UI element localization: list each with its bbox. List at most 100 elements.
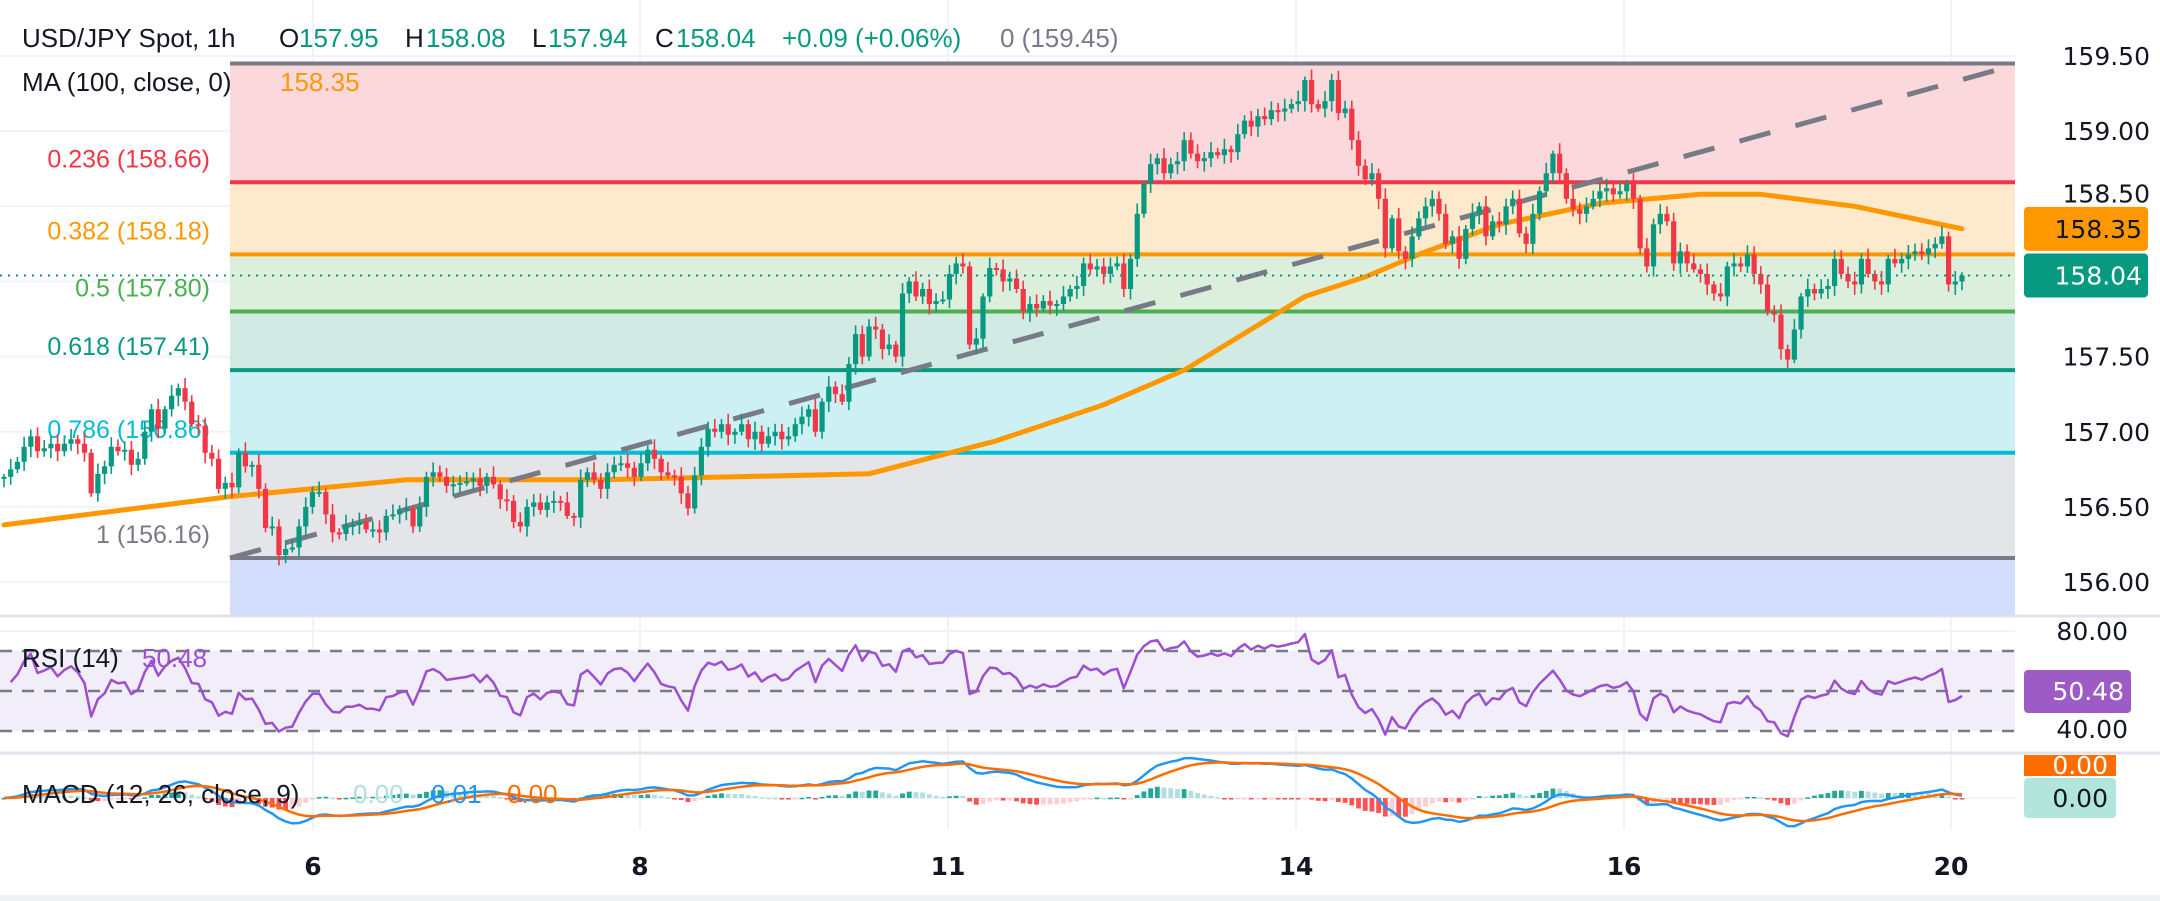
macd-histogram-bar <box>1939 793 1945 798</box>
macd-histogram-bar <box>631 795 637 798</box>
candle <box>450 475 456 497</box>
macd-histogram-bar <box>933 795 939 798</box>
macd-histogram-bar <box>1188 790 1194 798</box>
macd-histogram-bar <box>665 797 671 799</box>
macd-histogram-bar <box>745 795 751 798</box>
candle <box>1583 197 1590 223</box>
macd-histogram-bar <box>256 798 262 804</box>
candle-body <box>1034 303 1040 309</box>
candle <box>363 514 369 534</box>
candle-body <box>1718 293 1724 297</box>
candle <box>1295 90 1301 112</box>
candle-body <box>966 266 973 345</box>
macd-histogram-bar <box>1859 790 1864 798</box>
candle-body <box>182 388 188 402</box>
candle <box>1255 108 1261 137</box>
candle <box>1684 244 1690 272</box>
candle-body <box>410 508 416 527</box>
price-tick-label: 157.00 <box>2063 418 2150 447</box>
candle <box>376 520 383 543</box>
candle <box>1416 211 1422 240</box>
candle-body <box>511 500 517 522</box>
candle-body <box>638 463 644 477</box>
candle <box>571 512 577 527</box>
candle <box>524 499 530 537</box>
candle-body <box>1308 80 1315 105</box>
ma-legend-label[interactable]: MA (100, close, 0) <box>22 67 232 97</box>
candle <box>1302 76 1308 112</box>
candle <box>1778 304 1784 360</box>
candle <box>182 378 188 411</box>
candle-body <box>497 484 503 500</box>
candle-body <box>477 478 483 486</box>
candle <box>1342 100 1348 118</box>
macd-histogram-bar <box>1275 798 1281 800</box>
symbol-title[interactable]: USD/JPY Spot, 1h <box>22 23 235 53</box>
candle-body <box>8 469 14 477</box>
macd-histogram-bar <box>725 793 731 798</box>
candle-body <box>457 482 463 485</box>
candle <box>1369 163 1375 186</box>
macd-legend-label[interactable]: MACD (12, 26, close, 9) <box>22 779 299 809</box>
candle-body <box>1496 221 1502 225</box>
candle-body <box>390 514 396 517</box>
macd-histogram-bar <box>1832 790 1837 798</box>
macd-histogram-bar <box>1067 798 1073 803</box>
trendline[interactable] <box>229 62 2016 561</box>
candle-body <box>236 452 242 488</box>
candle-body <box>1221 149 1227 156</box>
macd-histogram-bar <box>1061 798 1066 804</box>
candle <box>303 497 309 537</box>
candle <box>1838 250 1844 280</box>
price-tick-label: 158.50 <box>2063 179 2150 208</box>
candle <box>1731 253 1737 277</box>
candle-body <box>1121 263 1127 289</box>
candle-body <box>1697 269 1704 274</box>
fib-label-0.5: 0.5 (157.80) <box>75 275 210 303</box>
candle <box>101 460 108 485</box>
candle <box>148 403 155 442</box>
candle <box>283 540 289 564</box>
candle-body <box>960 263 966 267</box>
candle-body <box>598 479 604 489</box>
candle <box>1020 280 1026 320</box>
candle <box>1382 188 1388 258</box>
macd-histogram-bar <box>1912 792 1918 798</box>
candle-body <box>1791 329 1797 360</box>
candle-body <box>712 428 718 432</box>
macd-histogram-bar <box>222 798 228 807</box>
candle-body <box>1389 218 1395 249</box>
candle <box>698 438 704 486</box>
macd-histogram-bar <box>826 795 832 798</box>
candle <box>1738 256 1744 273</box>
time-axis[interactable]: 6 8 11 14 16 20 <box>304 852 1968 881</box>
candle-body <box>437 472 443 477</box>
candle-body <box>1000 269 1006 282</box>
macd-histogram-bar <box>1315 798 1321 801</box>
candle <box>316 481 322 497</box>
candle-body <box>1443 213 1449 244</box>
macd-histogram-bar <box>705 795 711 798</box>
candle <box>1711 281 1717 301</box>
candle-body <box>1630 183 1637 199</box>
candle-body <box>1664 213 1670 222</box>
candle <box>752 421 758 450</box>
fibonacci-retracement[interactable]: 0.236 (158.66) 0.382 (158.18) 0.5 (157.80)… <box>47 61 2015 616</box>
macd-histogram-bar <box>1161 787 1167 798</box>
price-axis[interactable]: 159.50 159.00 158.50 157.50 157.00 156.50 156.… <box>2024 42 2150 818</box>
candle <box>1094 258 1100 277</box>
macd-histogram-bar <box>940 796 946 799</box>
candle-body <box>370 529 376 532</box>
candle-body <box>946 273 953 300</box>
candle <box>108 437 114 475</box>
candle <box>1422 197 1429 228</box>
candle <box>1630 173 1637 209</box>
macd-histogram-bar <box>48 794 54 798</box>
candle <box>464 471 470 487</box>
candle-body <box>678 476 684 494</box>
macd-histogram-bar <box>1248 798 1254 800</box>
candle-body <box>1215 152 1221 156</box>
candle <box>1892 248 1898 268</box>
rsi-legend-label[interactable]: RSI (14) <box>22 643 119 673</box>
